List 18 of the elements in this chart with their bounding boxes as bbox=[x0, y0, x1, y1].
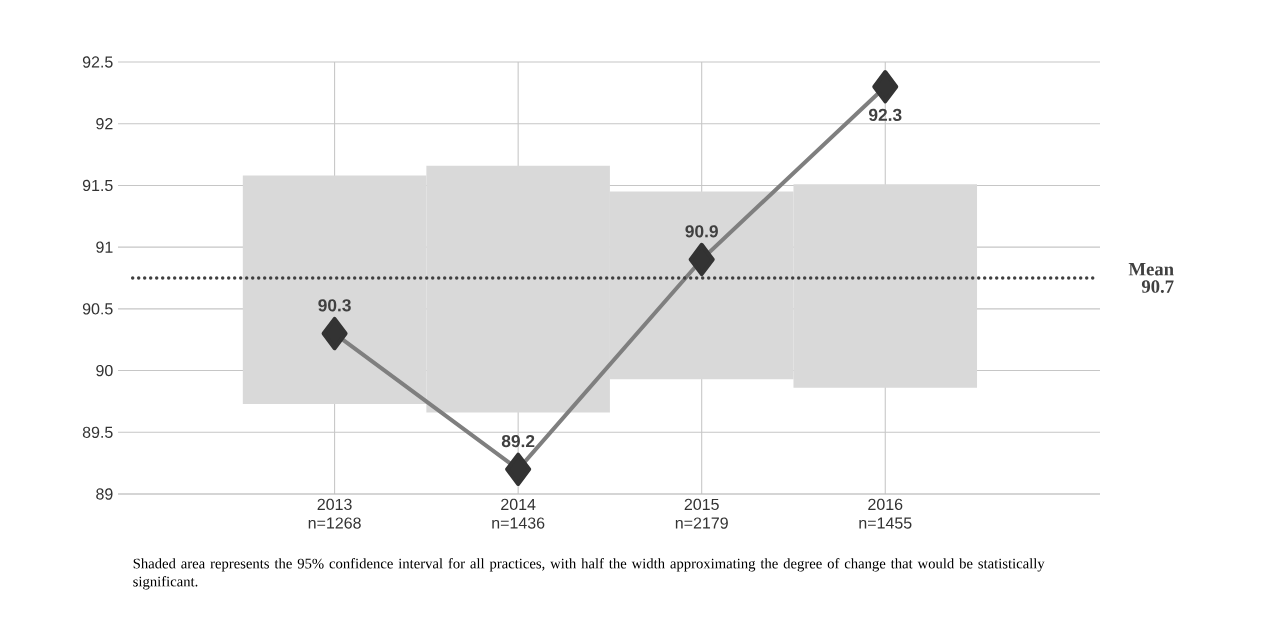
ref-line-label: Mean 90.7 bbox=[1128, 263, 1174, 293]
x-tick-label: 2013 n=1268 bbox=[308, 498, 361, 529]
data-label: 89.2 bbox=[501, 434, 535, 448]
y-tick-label: 92.5 bbox=[82, 56, 113, 68]
y-tick-label: 92 bbox=[96, 118, 113, 130]
y-tick-label: 90.5 bbox=[82, 303, 113, 315]
data-label: 92.3 bbox=[868, 108, 902, 122]
y-tick-label: 91 bbox=[96, 241, 113, 253]
y-tick-label: 89 bbox=[96, 488, 113, 500]
x-tick-label: 2014 n=1436 bbox=[492, 498, 545, 529]
text: Shaded area represents the 95% confidence interval for all practices, with half the width approximating the degree of change that would be statistically significant. bbox=[133, 558, 1045, 590]
y-tick-label: 91.5 bbox=[82, 179, 113, 192]
x-tick-label: 2016 n=1455 bbox=[859, 498, 912, 529]
data-label: 90.3 bbox=[318, 299, 351, 312]
y-tick-label: 89.5 bbox=[82, 426, 113, 438]
y-tick-label: 90 bbox=[96, 364, 113, 377]
data-label: 90.9 bbox=[685, 225, 718, 238]
x-tick-label: 2015 n=2179 bbox=[675, 498, 728, 529]
